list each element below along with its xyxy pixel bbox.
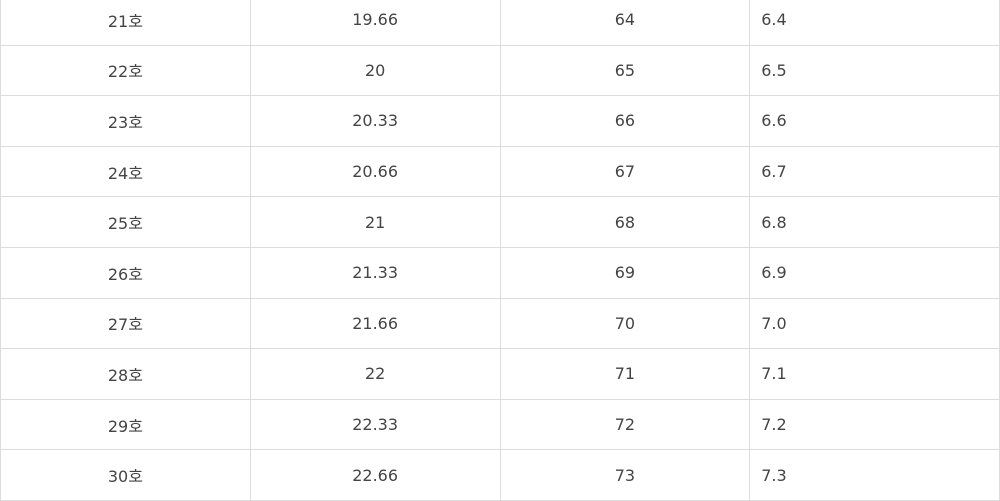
table-cell: 21호 bbox=[0, 0, 251, 46]
table-cell: 23호 bbox=[0, 95, 251, 147]
table-cell: 71 bbox=[499, 348, 751, 400]
table-cell: 67 bbox=[499, 145, 751, 198]
table-cell: 20.33 bbox=[249, 95, 501, 147]
table-cell: 7.1 bbox=[749, 348, 1000, 400]
table-cell: 19.66 bbox=[249, 0, 501, 46]
table-cell: 20.66 bbox=[249, 145, 501, 198]
table-cell: 6.9 bbox=[749, 246, 1000, 299]
table-cell: 6.7 bbox=[749, 145, 1000, 198]
table-cell: 6.8 bbox=[749, 196, 1000, 248]
table-cell: 21.66 bbox=[249, 297, 501, 350]
table-cell: 22.66 bbox=[249, 449, 501, 501]
table-row: 22호 20 65 6.5 bbox=[0, 44, 1000, 97]
table-cell: 21 bbox=[249, 196, 501, 248]
table-row: 21호 19.66 64 6.4 bbox=[0, 0, 1000, 46]
table-cell: 65 bbox=[499, 44, 751, 97]
table-cell: 70 bbox=[499, 297, 751, 350]
table-cell: 20 bbox=[249, 44, 501, 97]
table-row: 27호 21.66 70 7.0 bbox=[0, 297, 1000, 350]
table-cell: 27호 bbox=[0, 297, 251, 350]
table-cell: 30호 bbox=[0, 449, 251, 501]
table-row: 29호 22.33 72 7.2 bbox=[0, 398, 1000, 451]
table-row: 25호 21 68 6.8 bbox=[0, 196, 1000, 248]
table-cell: 66 bbox=[499, 95, 751, 147]
table-cell: 7.3 bbox=[749, 449, 1000, 501]
table-row: 24호 20.66 67 6.7 bbox=[0, 145, 1000, 198]
table-cell: 28호 bbox=[0, 348, 251, 400]
table-cell: 21.33 bbox=[249, 246, 501, 299]
table-cell: 25호 bbox=[0, 196, 251, 248]
table-row: 26호 21.33 69 6.9 bbox=[0, 246, 1000, 299]
table-cell: 6.4 bbox=[749, 0, 1000, 46]
table-cell: 72 bbox=[499, 398, 751, 451]
table-cell: 7.0 bbox=[749, 297, 1000, 350]
table-cell: 22호 bbox=[0, 44, 251, 97]
table-cell: 24호 bbox=[0, 145, 251, 198]
table-cell: 64 bbox=[499, 0, 751, 46]
table-row: 30호 22.66 73 7.3 bbox=[0, 449, 1000, 501]
table-cell: 26호 bbox=[0, 246, 251, 299]
table-cell: 73 bbox=[499, 449, 751, 501]
table-cell: 7.2 bbox=[749, 398, 1000, 451]
table-row: 28호 22 71 7.1 bbox=[0, 348, 1000, 400]
table-cell: 22 bbox=[249, 348, 501, 400]
table-cell: 6.5 bbox=[749, 44, 1000, 97]
table-cell: 68 bbox=[499, 196, 751, 248]
table-cell: 29호 bbox=[0, 398, 251, 451]
table-cell: 6.6 bbox=[749, 95, 1000, 147]
table-row: 23호 20.33 66 6.6 bbox=[0, 95, 1000, 147]
table-cell: 22.33 bbox=[249, 398, 501, 451]
table-cell: 69 bbox=[499, 246, 751, 299]
